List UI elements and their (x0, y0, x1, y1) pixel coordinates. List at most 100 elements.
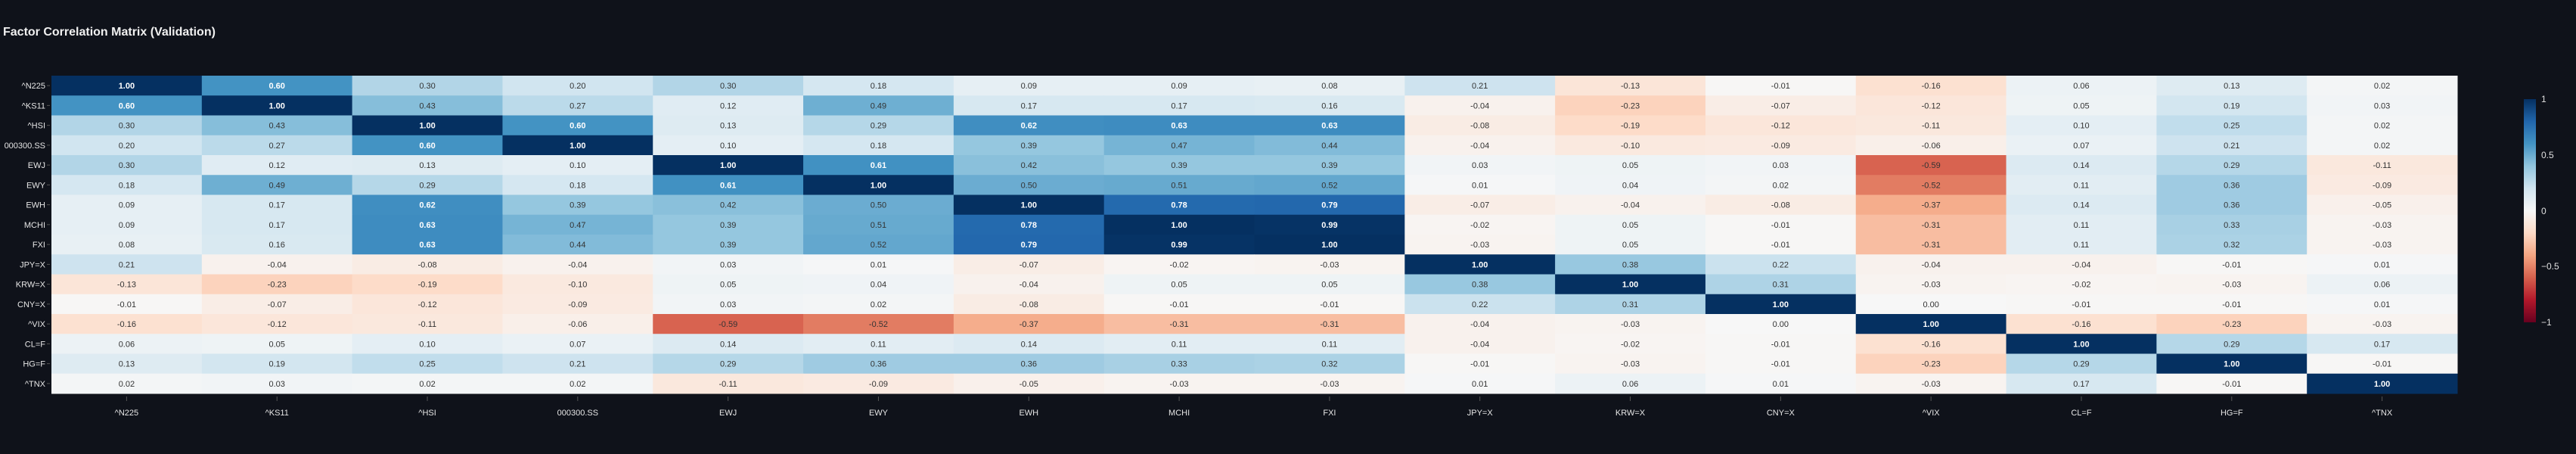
heatmap-cell (2307, 373, 2458, 394)
heatmap-cell (201, 214, 353, 235)
y-tick-label: ^N225 (22, 82, 45, 91)
cell-value-label: 0.10 (2073, 122, 2089, 131)
cell-value-label: -0.01 (2222, 260, 2241, 269)
heatmap-cell (2156, 194, 2308, 216)
cell-value-label: -0.04 (2072, 260, 2090, 269)
cell-value-label: -0.16 (2072, 320, 2090, 329)
heatmap-cell (2156, 353, 2308, 375)
heatmap-cell (1254, 135, 1405, 156)
heatmap-cell (2006, 274, 2157, 295)
cell-value-label: 0.33 (1171, 360, 1187, 369)
heatmap-cell (653, 155, 804, 176)
heatmap-cell (653, 314, 804, 334)
heatmap-cell (653, 294, 804, 315)
cell-value-label: -0.31 (1922, 221, 1941, 230)
heatmap-cell (1705, 334, 1857, 354)
cell-value-label: 0.51 (871, 221, 886, 230)
cell-value-label: 0.18 (119, 181, 135, 190)
cell-value-label: 0.39 (720, 221, 736, 230)
cell-value-label: 0.42 (720, 201, 736, 210)
heatmap-cell (51, 76, 203, 96)
x-tick-label: ^N225 (115, 409, 138, 418)
cell-value-label: -0.13 (117, 281, 136, 290)
cell-value-label: 0.29 (871, 122, 886, 131)
cell-value-label: 0.18 (570, 181, 585, 190)
cell-value-label: 0.62 (1021, 122, 1037, 131)
y-tick-label: HG=F (23, 360, 45, 369)
heatmap-cell (201, 235, 353, 255)
heatmap-cell (653, 135, 804, 156)
heatmap-cell (1103, 254, 1255, 275)
cell-value-label: 0.36 (1021, 360, 1037, 369)
heatmap-cell (2307, 314, 2458, 334)
heatmap-cell (1555, 194, 1706, 216)
heatmap-cell (1555, 254, 1706, 275)
heatmap-cell (502, 334, 653, 354)
heatmap-cell (953, 95, 1105, 116)
cell-value-label: -0.04 (1470, 340, 1489, 349)
cell-value-label: 1.00 (720, 161, 736, 170)
heatmap-cell (2307, 135, 2458, 156)
cell-value-label: 0.05 (1622, 221, 1638, 230)
heatmap-cell (352, 353, 503, 375)
heatmap-cell (1254, 254, 1405, 275)
heatmap-cell (1103, 314, 1255, 334)
cell-value-label: -0.01 (1771, 221, 1790, 230)
heatmap-cell (803, 95, 954, 116)
heatmap-cell (2156, 115, 2308, 136)
heatmap-cell (2156, 314, 2308, 334)
cell-value-label: -0.12 (268, 320, 287, 329)
cell-value-label: -0.03 (1922, 380, 1941, 389)
heatmap-cell (2307, 194, 2458, 216)
cell-value-label: -0.03 (1621, 360, 1640, 369)
x-tick-label: KRW=X (1615, 409, 1646, 418)
cell-value-label: 0.49 (269, 181, 285, 190)
heatmap-cell (1404, 95, 1556, 116)
heatmap-cell (1705, 76, 1857, 96)
cell-value-label: 0.16 (269, 241, 285, 250)
heatmap-cell (2006, 76, 2157, 96)
heatmap-cell (803, 314, 954, 334)
cell-value-label: 0.09 (1171, 82, 1187, 91)
cell-value-label: 0.05 (1622, 161, 1638, 170)
cell-value-label: 0.01 (1472, 380, 1488, 389)
heatmap-cell (1254, 214, 1405, 235)
cell-value-label: 1.00 (871, 181, 886, 190)
cell-value-label: -0.23 (1621, 101, 1640, 110)
cell-value-label: 0.00 (1923, 300, 1938, 309)
heatmap-cell (803, 294, 954, 315)
cell-value-label: -0.04 (1470, 320, 1489, 329)
cell-value-label: 0.16 (1321, 101, 1337, 110)
cell-value-label: 0.61 (720, 181, 736, 190)
heatmap-cell (1103, 76, 1255, 96)
heatmap-cell (352, 175, 503, 195)
cell-value-label: 0.60 (419, 141, 435, 151)
cell-value-label: -0.04 (1470, 101, 1489, 110)
heatmap-cell (2307, 175, 2458, 195)
heatmap-cell (1705, 115, 1857, 136)
heatmap-cell (1705, 314, 1857, 334)
heatmap-cell (803, 254, 954, 275)
heatmap-cell (953, 175, 1105, 195)
cell-value-label: 0.11 (871, 340, 886, 349)
cell-value-label: 0.27 (269, 141, 285, 151)
x-tick-label: ^TNX (2372, 409, 2393, 418)
heatmap-cell (1705, 294, 1857, 315)
y-tick-label: EWY (26, 181, 46, 190)
cell-value-label: 0.79 (1021, 241, 1037, 250)
heatmap-cell (1855, 214, 2007, 235)
heatmap-cell (1103, 155, 1255, 176)
y-tick-label: 000300.SS (5, 141, 45, 151)
cell-value-label: -0.31 (1320, 320, 1339, 329)
heatmap-cell (1103, 175, 1255, 195)
heatmap-cell (803, 353, 954, 375)
cell-value-label: 0.01 (2374, 260, 2390, 269)
cell-value-label: -0.03 (1170, 380, 1189, 389)
cell-value-label: -0.01 (2222, 300, 2241, 309)
x-tick-label: CL=F (2071, 409, 2091, 418)
heatmap-cell (1254, 373, 1405, 394)
cell-value-label: -0.23 (1922, 360, 1941, 369)
cell-value-label: -0.01 (2373, 360, 2391, 369)
cell-value-label: 0.06 (2073, 82, 2089, 91)
cell-value-label: 0.03 (720, 260, 736, 269)
